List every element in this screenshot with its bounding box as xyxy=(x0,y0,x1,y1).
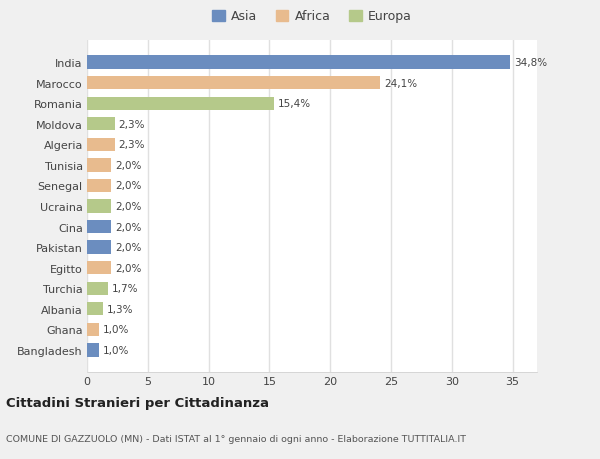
Text: 2,0%: 2,0% xyxy=(115,242,142,252)
Text: 1,0%: 1,0% xyxy=(103,325,129,335)
Bar xyxy=(87,323,99,336)
Text: 2,0%: 2,0% xyxy=(115,181,142,191)
Text: Cittadini Stranieri per Cittadinanza: Cittadini Stranieri per Cittadinanza xyxy=(6,396,269,409)
Text: 2,0%: 2,0% xyxy=(115,161,142,171)
Text: 1,0%: 1,0% xyxy=(103,345,129,355)
Text: 1,3%: 1,3% xyxy=(106,304,133,314)
Bar xyxy=(87,97,274,111)
Bar xyxy=(87,179,112,193)
Text: 2,0%: 2,0% xyxy=(115,263,142,273)
Bar xyxy=(87,343,99,357)
Bar xyxy=(87,302,103,316)
Bar xyxy=(87,241,112,254)
Text: 15,4%: 15,4% xyxy=(278,99,311,109)
Text: 24,1%: 24,1% xyxy=(384,78,417,89)
Bar xyxy=(87,56,510,70)
Text: 2,0%: 2,0% xyxy=(115,202,142,212)
Text: 1,7%: 1,7% xyxy=(112,284,138,294)
Bar xyxy=(87,138,115,151)
Bar xyxy=(87,220,112,234)
Bar xyxy=(87,159,112,172)
Text: 2,0%: 2,0% xyxy=(115,222,142,232)
Legend: Asia, Africa, Europa: Asia, Africa, Europa xyxy=(209,8,415,26)
Text: 34,8%: 34,8% xyxy=(514,58,547,68)
Bar xyxy=(87,262,112,275)
Text: 2,3%: 2,3% xyxy=(119,119,145,129)
Text: 2,3%: 2,3% xyxy=(119,140,145,150)
Bar xyxy=(87,118,115,131)
Bar xyxy=(87,77,380,90)
Bar xyxy=(87,200,112,213)
Text: COMUNE DI GAZZUOLO (MN) - Dati ISTAT al 1° gennaio di ogni anno - Elaborazione T: COMUNE DI GAZZUOLO (MN) - Dati ISTAT al … xyxy=(6,434,466,442)
Bar xyxy=(87,282,107,295)
